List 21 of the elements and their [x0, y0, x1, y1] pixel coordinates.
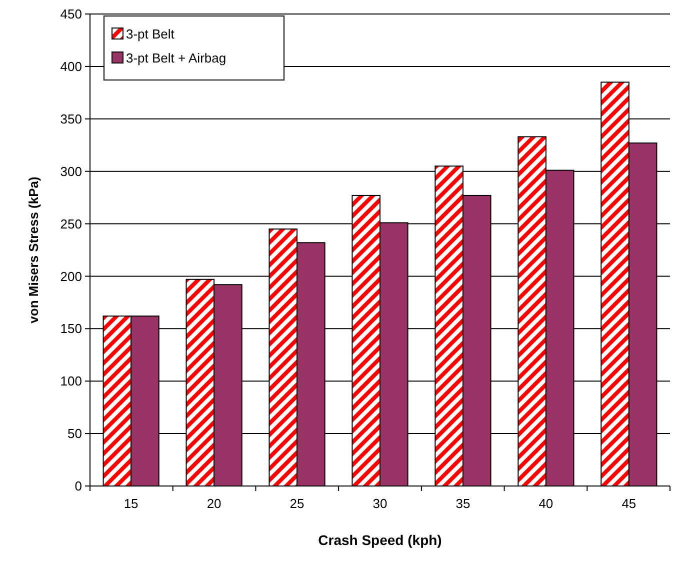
y-tick-label: 0	[74, 478, 82, 494]
y-axis-title: von Misers Stress (kPa)	[26, 176, 41, 324]
y-tick-label: 50	[68, 426, 82, 442]
legend-label: 3-pt Belt + Airbag	[126, 50, 226, 66]
x-tick-label: 20	[206, 496, 222, 511]
x-tick-label: 45	[622, 496, 636, 511]
y-tick-label: 350	[60, 111, 82, 126]
x-axis-title: Crash Speed (kph)	[318, 532, 442, 548]
x-tick-label: 15	[124, 496, 138, 511]
x-tick-label: 35	[456, 496, 470, 511]
x-tick-label: 25	[290, 496, 304, 511]
legend-label: 3-pt Belt	[126, 26, 175, 42]
x-tick-label: 30	[372, 496, 388, 511]
y-tick-label: 150	[60, 321, 82, 336]
y-tick-label: 400	[60, 58, 82, 74]
y-tick-label: 100	[60, 374, 82, 389]
y-tick-label: 250	[60, 216, 82, 232]
y-tick-label: 300	[60, 164, 82, 179]
y-tick-label: 450	[60, 6, 82, 22]
x-tick-label: 40	[538, 496, 554, 511]
y-tick-label: 200	[60, 268, 82, 284]
